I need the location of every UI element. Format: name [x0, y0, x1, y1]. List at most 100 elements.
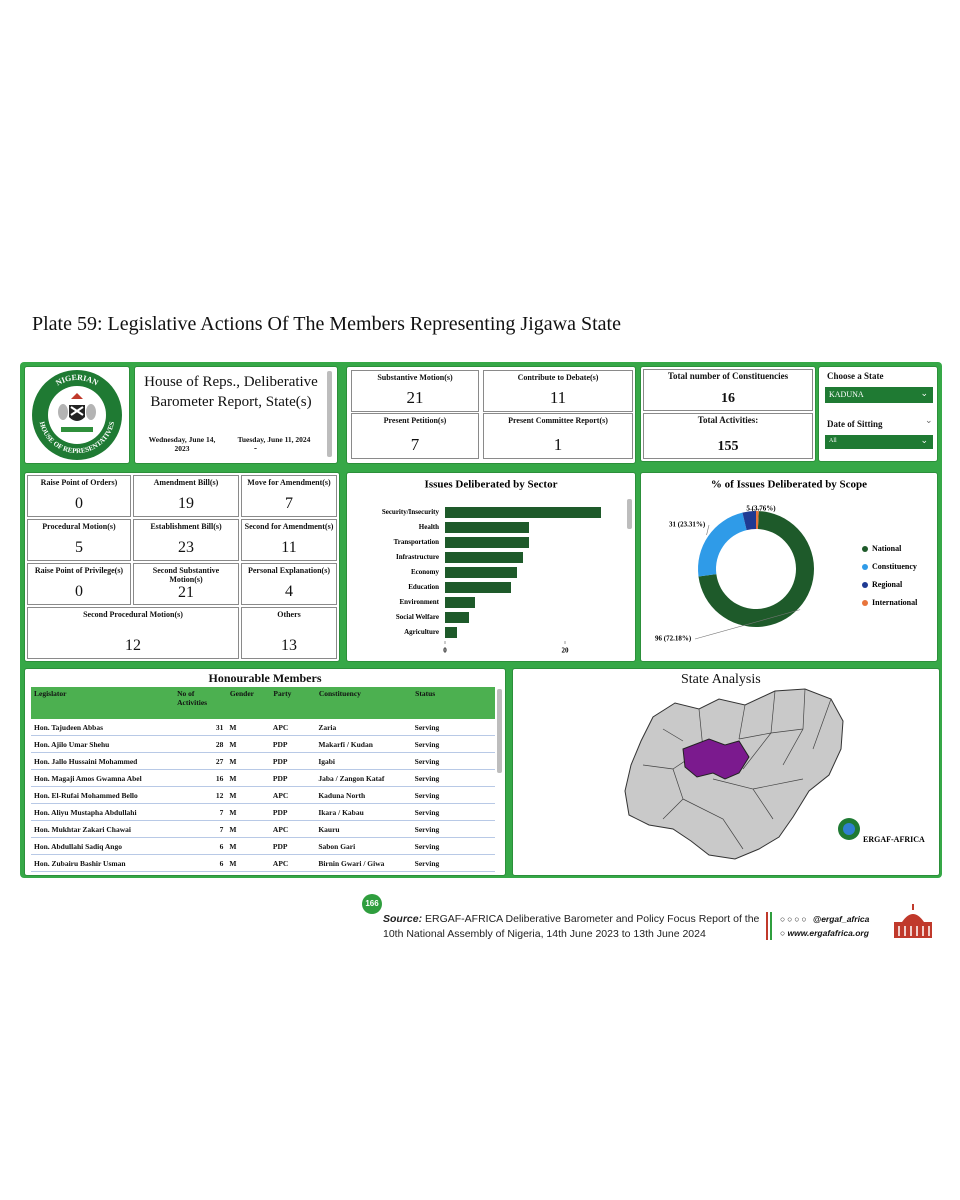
cell: Serving [411, 735, 495, 753]
cell: M [226, 786, 270, 804]
cell: 7 [173, 803, 227, 821]
chevron: ⌄ [920, 435, 928, 445]
cell: Jaba / Zangon Kataf [315, 769, 412, 787]
cell: M [226, 803, 270, 821]
action: Personal Explanation(s) 4 [241, 563, 337, 605]
kaduna [682, 738, 750, 780]
dome [902, 914, 924, 922]
state-value: KADUNA [829, 390, 864, 399]
action: Procedural Motion(s) 5 [27, 519, 131, 561]
scope-chart: % of Issues Deliberated by Scope 96 (72.1… [655, 479, 918, 643]
cell: 6 [173, 837, 227, 855]
map: ERGAF-AFRICA [624, 688, 925, 860]
motion-label: Present Petition(s) [383, 416, 447, 425]
donut-slice [742, 511, 756, 531]
scrollbar[interactable] [497, 689, 502, 773]
action-value: 12 [125, 637, 141, 654]
motion-label: Present Committee Report(s) [508, 416, 608, 425]
action-value: 19 [178, 495, 194, 512]
scrollbar[interactable] [327, 371, 332, 457]
sector-panel: Issues Deliberated by Sector Security/Ins… [346, 472, 636, 662]
bar [445, 567, 517, 578]
action-label: Raise Point of Orders) [40, 478, 118, 487]
cell: Hon. Aliyu Mustapha Abdullahi [31, 803, 174, 821]
source: Source: ERGAF-AFRICA Deliberative Barome… [383, 912, 763, 942]
action-label: Personal Explanation(s) [247, 566, 330, 575]
motion-value: 11 [549, 388, 567, 407]
source-text: ERGAF-AFRICA Deliberative Barometer and … [383, 913, 760, 940]
bar [445, 582, 511, 593]
report-title: House of Reps., Deliberative Barometer R… [144, 374, 318, 410]
category-label: Environment [399, 598, 439, 606]
cell: PDP [269, 769, 316, 787]
motion-value: 7 [410, 435, 420, 454]
bar [445, 627, 457, 638]
cell: Hon. Tajudeen Abbas [31, 719, 174, 736]
web: ○ www.ergafafrica.org [780, 928, 869, 938]
column-header: Legislator [31, 687, 175, 719]
horse [58, 404, 68, 420]
motion-label: Substantive Motion(s) [377, 373, 453, 382]
cell: Hon. Magaji Amos Gwamna Abel [31, 769, 174, 787]
cell: Makarfi / Kudan [315, 735, 412, 753]
shield-y [70, 406, 84, 416]
donut-slice [698, 511, 814, 627]
leader-line [706, 524, 710, 536]
cell: PDP [269, 735, 316, 753]
cell: M [226, 752, 270, 770]
cell: Hon. Mukhtar Zakari Chawai [31, 820, 174, 838]
member-row: Hon. Ajilo Umar Shehu 28 M PDP Makarfi / Kud… [31, 735, 495, 753]
cell: APC [269, 786, 316, 804]
bar [445, 552, 523, 563]
member-row: Hon. El-Rufai Mohammed Bello 12 M APC Kaduna… [31, 786, 495, 804]
motion: Substantive Motion(s) 21 [351, 370, 479, 412]
action-label: Raise Point of Privilege(s) [34, 566, 124, 575]
actions-panel: Raise Point of Orders) 0 Amendment Bill(s)… [24, 472, 340, 662]
website: www.ergafafrica.org [787, 928, 869, 938]
spire [912, 904, 914, 910]
cell: M [226, 837, 270, 855]
cell: 7 [173, 820, 227, 838]
cell: Sabon Gari [315, 837, 412, 855]
logo: NIGERIAN HOUSE OF REPRESENTATIVES [32, 370, 122, 460]
action: Others 13 [241, 607, 337, 659]
scrollbar[interactable] [627, 499, 632, 529]
legend-swatch [862, 582, 868, 588]
cell: M [226, 769, 270, 787]
chevron: ⌄ [925, 415, 933, 425]
date-value: All [829, 438, 837, 444]
category-label: Health [419, 523, 439, 531]
motions-panel: Substantive Motion(s) 21 Contribute to Deb… [346, 366, 636, 464]
bar [445, 597, 475, 608]
legend-label: National [872, 544, 902, 553]
action-label: Second Procedural Motion(s) [83, 610, 183, 619]
bar [445, 537, 529, 548]
date-dropdown[interactable]: All ⌄ [825, 435, 933, 449]
parliament-icon [894, 904, 932, 938]
action-value: 0 [75, 583, 83, 600]
scope-panel: % of Issues Deliberated by Scope 96 (72.1… [640, 472, 938, 662]
divider [770, 912, 772, 940]
column-header: Party [269, 687, 316, 719]
cell: Serving [411, 820, 495, 838]
action-value: 5 [75, 539, 83, 556]
cell: Serving [411, 786, 495, 804]
cell: M [226, 719, 270, 736]
web-icon: ○ [780, 928, 788, 938]
action-label: Amendment Bill(s) [153, 478, 219, 487]
legend-label: Regional [872, 580, 903, 589]
cell: Kaduna North [315, 786, 412, 804]
activities-label: Total Activities: [697, 415, 759, 425]
state-dropdown[interactable]: KADUNA ⌄ [825, 387, 933, 403]
cell: M [226, 854, 270, 872]
legend-swatch [862, 600, 868, 606]
category-label: Transportation [394, 538, 439, 546]
constituencies-box: Total number of Constituencies 16 [643, 369, 813, 411]
columns [898, 926, 930, 936]
social: ○○○○ @ergaf_africa [780, 914, 869, 924]
legend-label: Constituency [872, 562, 917, 571]
action-value: 11 [281, 539, 297, 556]
members-table: Legislator No of Activities Gender Party Con… [31, 687, 495, 872]
column-header: Constituency [315, 687, 413, 719]
